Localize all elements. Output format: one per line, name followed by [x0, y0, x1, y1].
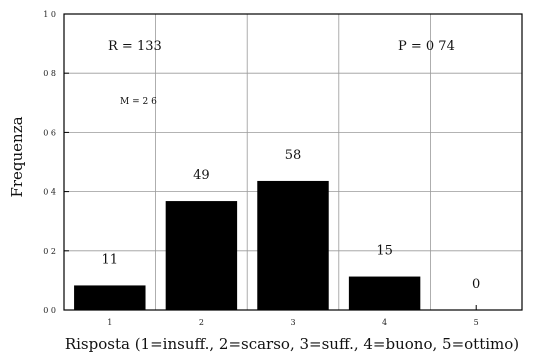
y-tick-label: 0 4 [43, 188, 56, 197]
bar [74, 285, 146, 310]
y-tick-label: 0 6 [43, 128, 56, 137]
x-tick-label: 4 [382, 318, 387, 327]
data-label: 0 [472, 277, 480, 292]
y-tick-label: 0 2 [43, 247, 56, 256]
y-tick-label: 0 0 [43, 306, 56, 315]
data-label: 58 [285, 148, 302, 163]
x-tick-label: 5 [474, 318, 479, 327]
grid-lines [64, 14, 522, 310]
data-label: 11 [102, 252, 119, 267]
y-tick-label: 1 0 [43, 10, 56, 19]
x-tick-label: 2 [199, 318, 204, 327]
data-label: 15 [376, 244, 393, 259]
y-tick-label: 0 8 [43, 69, 56, 78]
bar [257, 180, 329, 310]
data-label: 49 [193, 168, 210, 183]
x-axis-title: Risposta (1=insuff., 2=scarso, 3=suff., … [65, 335, 519, 353]
data-labels: 11 49 58 15 0 [102, 148, 481, 292]
x-tick-label: 1 [107, 318, 112, 327]
y-axis-title: Frequenza [8, 116, 26, 197]
bar [165, 201, 238, 310]
annotation-m: M = 2 6 [120, 97, 157, 107]
annotation-r: R = 133 [108, 39, 162, 54]
x-tick-label: 3 [290, 318, 295, 327]
bar [348, 276, 421, 310]
annotation-p: P = 0 74 [398, 39, 455, 54]
bars [74, 180, 421, 310]
y-axis-ticks: 0 0 0 2 0 4 0 6 0 8 1 0 [43, 10, 69, 315]
